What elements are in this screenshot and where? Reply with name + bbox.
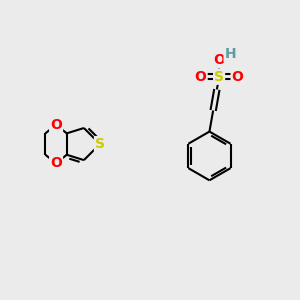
Text: O: O: [213, 53, 225, 68]
Text: S: S: [95, 137, 105, 151]
Text: H: H: [225, 47, 236, 61]
Text: O: O: [50, 156, 62, 170]
Text: O: O: [195, 70, 207, 84]
Text: O: O: [50, 118, 62, 132]
Text: S: S: [214, 70, 224, 84]
Text: O: O: [232, 70, 244, 84]
